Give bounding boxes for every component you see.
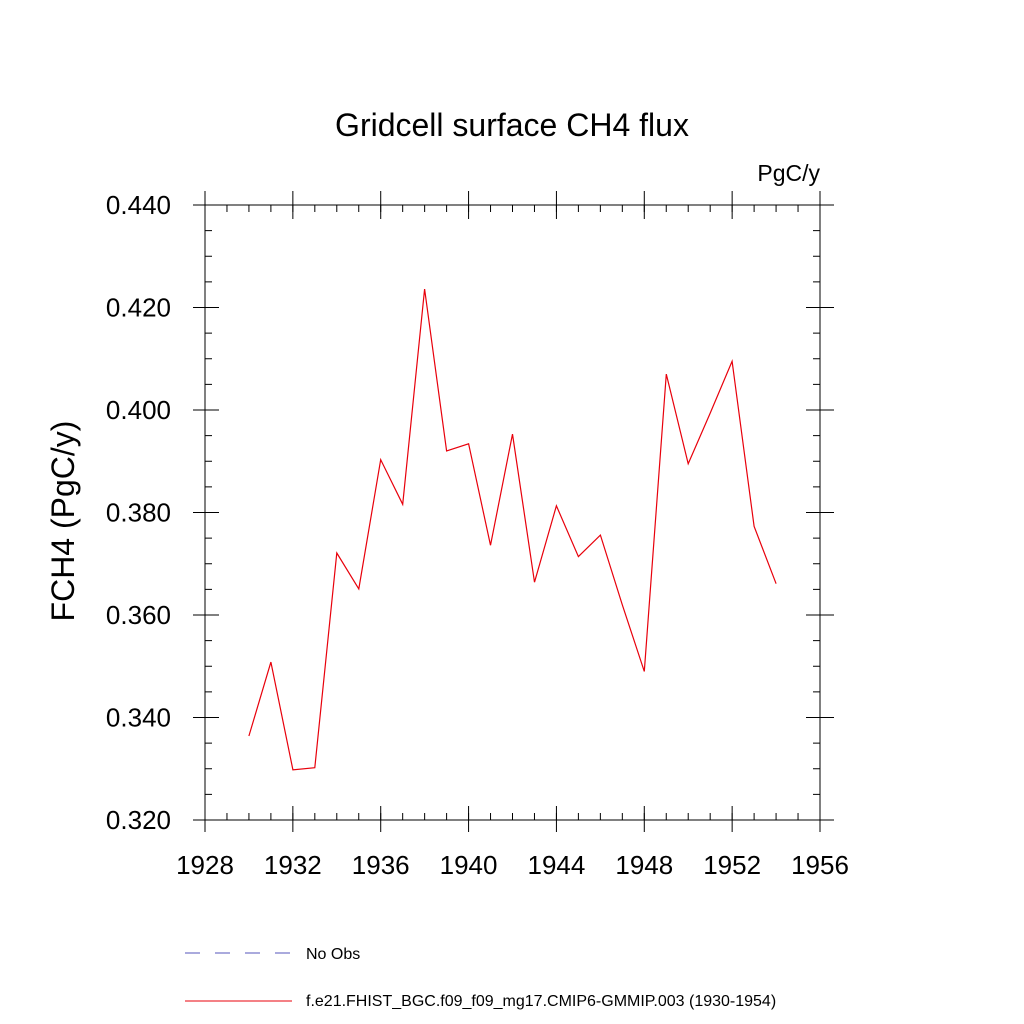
legend: No Obs f.e21.FHIST_BGC.f09_f09_mg17.CMIP… xyxy=(185,946,776,1010)
y-tick-label: 0.320 xyxy=(106,805,171,835)
legend-label-no-obs: No Obs xyxy=(306,946,360,963)
y-tick-label: 0.420 xyxy=(106,293,171,323)
y-tick-label: 0.440 xyxy=(106,190,171,220)
y-tick-label: 0.400 xyxy=(106,395,171,425)
x-tick-label: 1936 xyxy=(352,850,410,880)
x-tick-label: 1948 xyxy=(615,850,673,880)
x-tick-label: 1952 xyxy=(703,850,761,880)
y-axis-label: FCH4 (PgC/y) xyxy=(45,421,81,622)
x-tick-label: 1956 xyxy=(791,850,849,880)
series-layer xyxy=(248,289,777,771)
axis-ticks xyxy=(193,191,834,832)
chart-title: Gridcell surface CH4 flux xyxy=(335,107,689,143)
x-tick-label: 1944 xyxy=(528,850,586,880)
y-tick-label: 0.360 xyxy=(106,600,171,630)
units-label: PgC/y xyxy=(757,160,820,186)
y-tick-labels: 0.320 0.340 0.360 0.380 0.400 0.420 0.440 xyxy=(106,190,171,835)
x-tick-label: 1928 xyxy=(176,850,234,880)
plot-frame xyxy=(204,204,821,821)
y-tick-label: 0.380 xyxy=(106,498,171,528)
series-line-0 xyxy=(248,289,777,771)
y-tick-label: 0.340 xyxy=(106,703,171,733)
legend-label-model-run: f.e21.FHIST_BGC.f09_f09_mg17.CMIP6-GMMIP… xyxy=(306,993,776,1010)
x-tick-labels: 1928 1932 1936 1940 1944 1948 1952 1956 xyxy=(176,850,849,880)
x-tick-label: 1932 xyxy=(264,850,322,880)
x-tick-label: 1940 xyxy=(440,850,498,880)
